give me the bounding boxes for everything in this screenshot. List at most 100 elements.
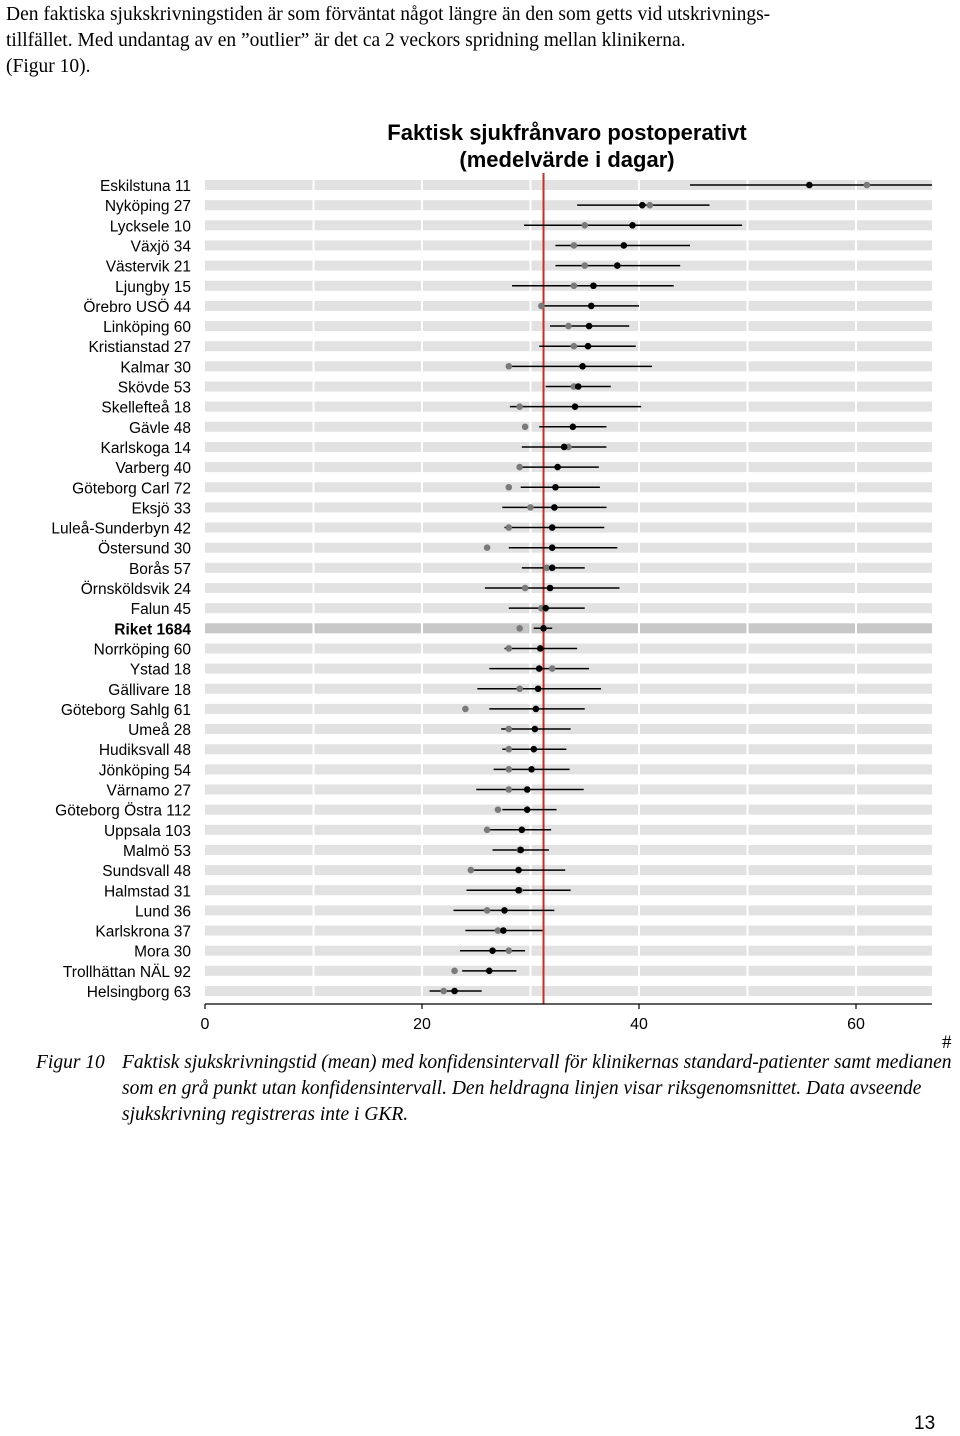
mean-point (806, 181, 813, 189)
mean-point (534, 685, 542, 693)
mean-point (546, 584, 554, 592)
row-label: Umeå 28 (128, 722, 191, 739)
median-point (646, 201, 654, 209)
row-band (205, 865, 932, 876)
row-label: Skellefteå 18 (101, 400, 191, 417)
row-label: Malmö 53 (123, 843, 191, 860)
mean-point (485, 967, 493, 975)
mean-point (638, 201, 646, 209)
row-label: Gällivare 18 (108, 682, 191, 699)
row-label: Skövde 53 (118, 380, 191, 397)
median-point (451, 967, 458, 975)
row-label: Växjö 34 (131, 238, 192, 255)
row-label: Nyköping 27 (105, 198, 191, 215)
row-label: Mora 30 (134, 944, 191, 961)
row-label: Varberg 40 (115, 460, 191, 477)
row-labels: Eskilstuna 11 Nyköping 27 Lycksele 10 Växjö… (51, 178, 191, 1001)
mean-point (517, 846, 525, 854)
row-label: Göteborg Östra 112 (55, 802, 191, 820)
x-axis: 0 20 40 60 (201, 1003, 932, 1033)
median-point (467, 866, 475, 874)
median-point (505, 947, 513, 954)
mean-point (540, 625, 547, 632)
x-tick-label: 60 (847, 1016, 865, 1033)
median-point (581, 222, 589, 229)
row-band (205, 200, 932, 211)
median-point (462, 705, 469, 713)
x-tick-label: 20 (413, 1016, 431, 1033)
row-band (205, 905, 932, 916)
median-point (516, 463, 523, 471)
row-label: Borås 57 (129, 561, 191, 578)
median-point (538, 302, 545, 310)
median-point (505, 645, 513, 652)
row-label: Helsingborg 63 (87, 984, 191, 1001)
row-band (205, 844, 932, 855)
caption-label: Figur 10 (36, 1052, 105, 1073)
row-label: Örebro USÖ 44 (83, 298, 191, 316)
mean-point (515, 886, 522, 894)
median-point (565, 322, 572, 330)
mean-point (530, 745, 538, 753)
mean-point (569, 423, 577, 431)
mean-point (554, 463, 561, 471)
mean-point (536, 645, 544, 652)
row-band (205, 180, 932, 190)
row-band (205, 804, 932, 815)
caption-text: Faktisk sjukskrivningstid (mean) med kon… (122, 1052, 952, 1125)
mean-point (590, 282, 597, 290)
mean-point (523, 786, 531, 793)
median-point (581, 262, 589, 269)
mean-point (587, 302, 595, 310)
row-label: Riket 1684 (114, 621, 191, 638)
median-point (483, 544, 491, 551)
mean-point (548, 564, 556, 572)
median-point (440, 987, 448, 995)
row-label: Lund 36 (135, 903, 191, 920)
intro-line-1: Den faktiska sjukskrivningstiden är som … (6, 4, 771, 25)
median-point (494, 806, 502, 813)
mean-point (518, 826, 526, 834)
row-label: Eksjö 33 (132, 500, 191, 517)
mean-point (528, 766, 535, 773)
median-point (570, 342, 578, 350)
mean-point (501, 907, 508, 914)
row-label: Kristianstad 27 (88, 339, 191, 356)
median-point (516, 625, 523, 632)
row-label: Jönköping 54 (99, 762, 192, 779)
row-band (205, 986, 932, 996)
mean-point (614, 262, 621, 269)
median-point (483, 907, 491, 914)
intro-line-3: (Figur 10). (6, 56, 91, 77)
row-label: Trollhättan NÄL 92 (63, 964, 191, 981)
row-band (205, 744, 932, 755)
median-point (516, 685, 523, 693)
mean-point (542, 604, 549, 612)
median-point (521, 584, 529, 592)
margin-mark: # (942, 1032, 952, 1053)
chart-title: Faktisk sjukfrånvaro postoperativt (387, 120, 747, 145)
row-band (205, 945, 932, 956)
mean-point (574, 383, 582, 390)
row-label: Karlskrona 37 (95, 924, 191, 941)
median-point (505, 363, 513, 370)
row-band (205, 925, 932, 936)
page-number: 13 (914, 1413, 936, 1434)
mean-point (620, 242, 628, 249)
row-label: Gävle 48 (129, 420, 191, 437)
gridlines (312, 179, 857, 1004)
median-point (505, 524, 513, 531)
median-points (440, 181, 871, 995)
x-tick-label: 0 (201, 1016, 210, 1033)
mean-point (551, 504, 558, 511)
mean-point (531, 725, 539, 733)
median-point (505, 483, 513, 491)
row-label: Göteborg Sahlg 61 (61, 702, 191, 719)
median-point (543, 564, 551, 572)
intro-paragraph: Den faktiska sjukskrivningstiden är som … (6, 2, 946, 80)
mean-point (579, 363, 586, 370)
mean-point (535, 665, 543, 672)
mean-points (451, 181, 813, 995)
mean-point (552, 483, 559, 491)
mean-point (532, 705, 540, 713)
